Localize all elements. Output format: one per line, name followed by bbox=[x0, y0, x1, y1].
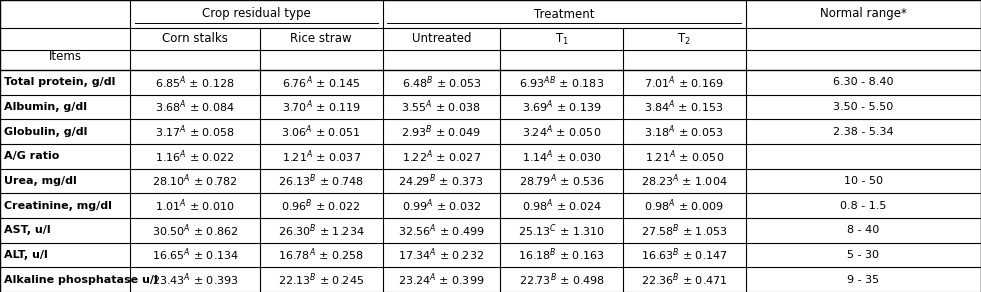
Text: Creatinine, mg/dl: Creatinine, mg/dl bbox=[4, 201, 112, 211]
Text: 2.38 - 5.34: 2.38 - 5.34 bbox=[833, 127, 894, 137]
Text: 23.43$^A$ ± 0.393: 23.43$^A$ ± 0.393 bbox=[152, 271, 238, 288]
Text: AST, u/l: AST, u/l bbox=[4, 225, 51, 235]
Text: 1.14$^A$ ± 0.030: 1.14$^A$ ± 0.030 bbox=[522, 148, 601, 165]
Text: 1.22$^A$ ± 0.027: 1.22$^A$ ± 0.027 bbox=[402, 148, 481, 165]
Text: 22.13$^B$ ± 0.245: 22.13$^B$ ± 0.245 bbox=[279, 271, 364, 288]
Text: 32.56$^A$ ± 0.499: 32.56$^A$ ± 0.499 bbox=[398, 222, 485, 239]
Text: Albumin, g/dl: Albumin, g/dl bbox=[4, 102, 87, 112]
Text: 3.68$^A$ ± 0.084: 3.68$^A$ ± 0.084 bbox=[155, 99, 235, 115]
Text: 8 - 40: 8 - 40 bbox=[848, 225, 879, 235]
Text: Crop residual type: Crop residual type bbox=[202, 8, 311, 20]
Text: A/G ratio: A/G ratio bbox=[4, 151, 59, 161]
Text: Corn stalks: Corn stalks bbox=[162, 32, 229, 46]
Text: 3.69$^A$ ± 0.139: 3.69$^A$ ± 0.139 bbox=[522, 99, 601, 115]
Text: 26.30$^B$ ± 1.234: 26.30$^B$ ± 1.234 bbox=[278, 222, 365, 239]
Text: 28.79$^A$ ± 0.536: 28.79$^A$ ± 0.536 bbox=[519, 173, 604, 189]
Text: 2.93$^B$ ± 0.049: 2.93$^B$ ± 0.049 bbox=[401, 123, 482, 140]
Text: 5 - 30: 5 - 30 bbox=[848, 250, 879, 260]
Text: 3.24$^A$ ± 0.050: 3.24$^A$ ± 0.050 bbox=[522, 123, 601, 140]
Text: 22.36$^B$ ± 0.471: 22.36$^B$ ± 0.471 bbox=[641, 271, 728, 288]
Text: 3.55$^A$ ± 0.038: 3.55$^A$ ± 0.038 bbox=[401, 99, 482, 115]
Text: 6.93$^{AB}$ ± 0.183: 6.93$^{AB}$ ± 0.183 bbox=[519, 74, 604, 91]
Text: Untreated: Untreated bbox=[412, 32, 471, 46]
Text: 23.24$^A$ ± 0.399: 23.24$^A$ ± 0.399 bbox=[398, 271, 485, 288]
Text: ALT, u/l: ALT, u/l bbox=[4, 250, 48, 260]
Text: Normal range*: Normal range* bbox=[820, 8, 906, 20]
Text: 3.06$^A$ ± 0.051: 3.06$^A$ ± 0.051 bbox=[282, 123, 361, 140]
Text: 16.63$^B$ ± 0.147: 16.63$^B$ ± 0.147 bbox=[641, 247, 728, 263]
Text: 16.65$^A$ ± 0.134: 16.65$^A$ ± 0.134 bbox=[152, 247, 238, 263]
Text: 0.96$^B$ ± 0.022: 0.96$^B$ ± 0.022 bbox=[282, 197, 361, 214]
Text: 17.34$^A$ ± 0.232: 17.34$^A$ ± 0.232 bbox=[398, 247, 485, 263]
Text: 7.01$^A$ ± 0.169: 7.01$^A$ ± 0.169 bbox=[645, 74, 724, 91]
Text: 6.76$^A$ ± 0.145: 6.76$^A$ ± 0.145 bbox=[282, 74, 361, 91]
Text: 16.18$^B$ ± 0.163: 16.18$^B$ ± 0.163 bbox=[518, 247, 605, 263]
Text: Globulin, g/dl: Globulin, g/dl bbox=[4, 127, 87, 137]
Text: 0.98$^A$ ± 0.009: 0.98$^A$ ± 0.009 bbox=[645, 197, 724, 214]
Text: 1.21$^A$ ± 0.037: 1.21$^A$ ± 0.037 bbox=[282, 148, 361, 165]
Text: 1.21$^A$ ± 0.050: 1.21$^A$ ± 0.050 bbox=[645, 148, 724, 165]
Text: Items: Items bbox=[49, 50, 81, 63]
Text: 30.50$^A$ ± 0.862: 30.50$^A$ ± 0.862 bbox=[152, 222, 238, 239]
Text: 24.29$^B$ ± 0.373: 24.29$^B$ ± 0.373 bbox=[398, 173, 485, 189]
Text: 1.01$^A$ ± 0.010: 1.01$^A$ ± 0.010 bbox=[155, 197, 235, 214]
Text: 3.70$^A$ ± 0.119: 3.70$^A$ ± 0.119 bbox=[282, 99, 361, 115]
Text: 0.99$^A$ ± 0.032: 0.99$^A$ ± 0.032 bbox=[401, 197, 482, 214]
Text: 16.78$^A$ ± 0.258: 16.78$^A$ ± 0.258 bbox=[279, 247, 364, 263]
Text: 9 - 35: 9 - 35 bbox=[848, 275, 879, 285]
Text: 3.18$^A$ ± 0.053: 3.18$^A$ ± 0.053 bbox=[645, 123, 724, 140]
Text: 10 - 50: 10 - 50 bbox=[844, 176, 883, 186]
Text: Treatment: Treatment bbox=[534, 8, 594, 20]
Text: 1.16$^A$ ± 0.022: 1.16$^A$ ± 0.022 bbox=[155, 148, 235, 165]
Text: Alkaline phosphatase u/l: Alkaline phosphatase u/l bbox=[4, 275, 158, 285]
Text: 22.73$^B$ ± 0.498: 22.73$^B$ ± 0.498 bbox=[519, 271, 604, 288]
Text: T$_2$: T$_2$ bbox=[677, 32, 692, 46]
Text: T$_1$: T$_1$ bbox=[554, 32, 569, 46]
Text: 26.13$^B$ ± 0.748: 26.13$^B$ ± 0.748 bbox=[279, 173, 364, 189]
Text: 6.85$^A$ ± 0.128: 6.85$^A$ ± 0.128 bbox=[155, 74, 235, 91]
Text: 6.48$^B$ ± 0.053: 6.48$^B$ ± 0.053 bbox=[401, 74, 482, 91]
Text: 6.30 - 8.40: 6.30 - 8.40 bbox=[833, 77, 894, 87]
Text: 28.23$^A$ ± 1.004: 28.23$^A$ ± 1.004 bbox=[641, 173, 728, 189]
Text: 0.98$^A$ ± 0.024: 0.98$^A$ ± 0.024 bbox=[522, 197, 601, 214]
Text: Urea, mg/dl: Urea, mg/dl bbox=[4, 176, 77, 186]
Text: 28.10$^A$ ± 0.782: 28.10$^A$ ± 0.782 bbox=[152, 173, 238, 189]
Text: 27.58$^B$ ± 1.053: 27.58$^B$ ± 1.053 bbox=[641, 222, 728, 239]
Text: 0.8 - 1.5: 0.8 - 1.5 bbox=[840, 201, 887, 211]
Text: Total protein, g/dl: Total protein, g/dl bbox=[4, 77, 116, 87]
Text: 3.50 - 5.50: 3.50 - 5.50 bbox=[833, 102, 894, 112]
Text: 3.84$^A$ ± 0.153: 3.84$^A$ ± 0.153 bbox=[645, 99, 724, 115]
Text: 25.13$^C$ ± 1.310: 25.13$^C$ ± 1.310 bbox=[518, 222, 605, 239]
Text: Rice straw: Rice straw bbox=[290, 32, 352, 46]
Text: 3.17$^A$ ± 0.058: 3.17$^A$ ± 0.058 bbox=[155, 123, 235, 140]
